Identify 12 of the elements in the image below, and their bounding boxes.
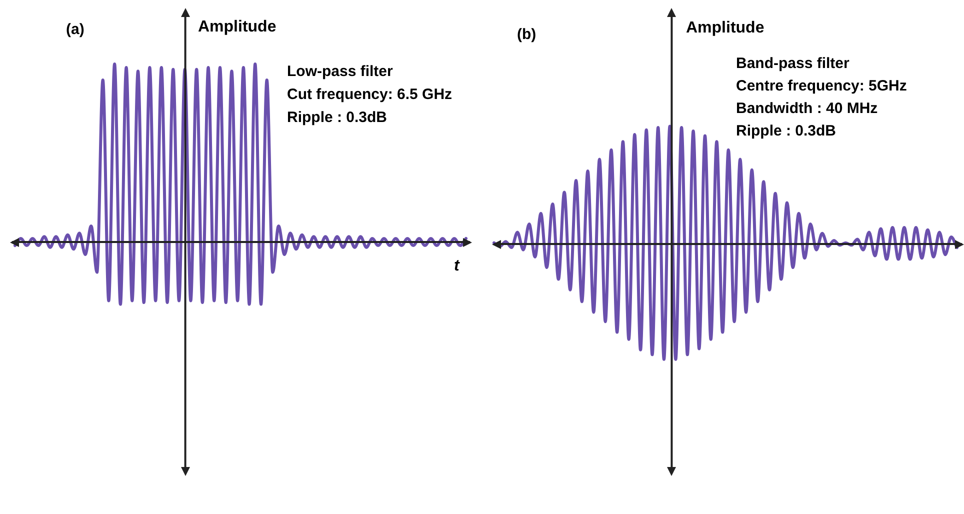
annotation: Ripple : 0.3dB	[736, 122, 836, 140]
annotation: Cut frequency: 6.5 GHz	[287, 86, 452, 104]
text: Band-pass filter	[736, 55, 850, 72]
text: Bandwidth : 40 MHz	[736, 100, 878, 118]
y-axis-title: Amplitude	[686, 19, 764, 36]
text: Centre frequency: 5GHz	[736, 78, 907, 95]
annotation: Ripple : 0.3dB	[287, 109, 388, 126]
y-axis-title: Amplitude	[198, 18, 276, 36]
chart-title: (b)	[517, 26, 536, 44]
annotation: Low-pass filter	[287, 63, 394, 80]
chart-title: (a)	[66, 21, 84, 38]
x-axis-title: t	[454, 257, 460, 274]
